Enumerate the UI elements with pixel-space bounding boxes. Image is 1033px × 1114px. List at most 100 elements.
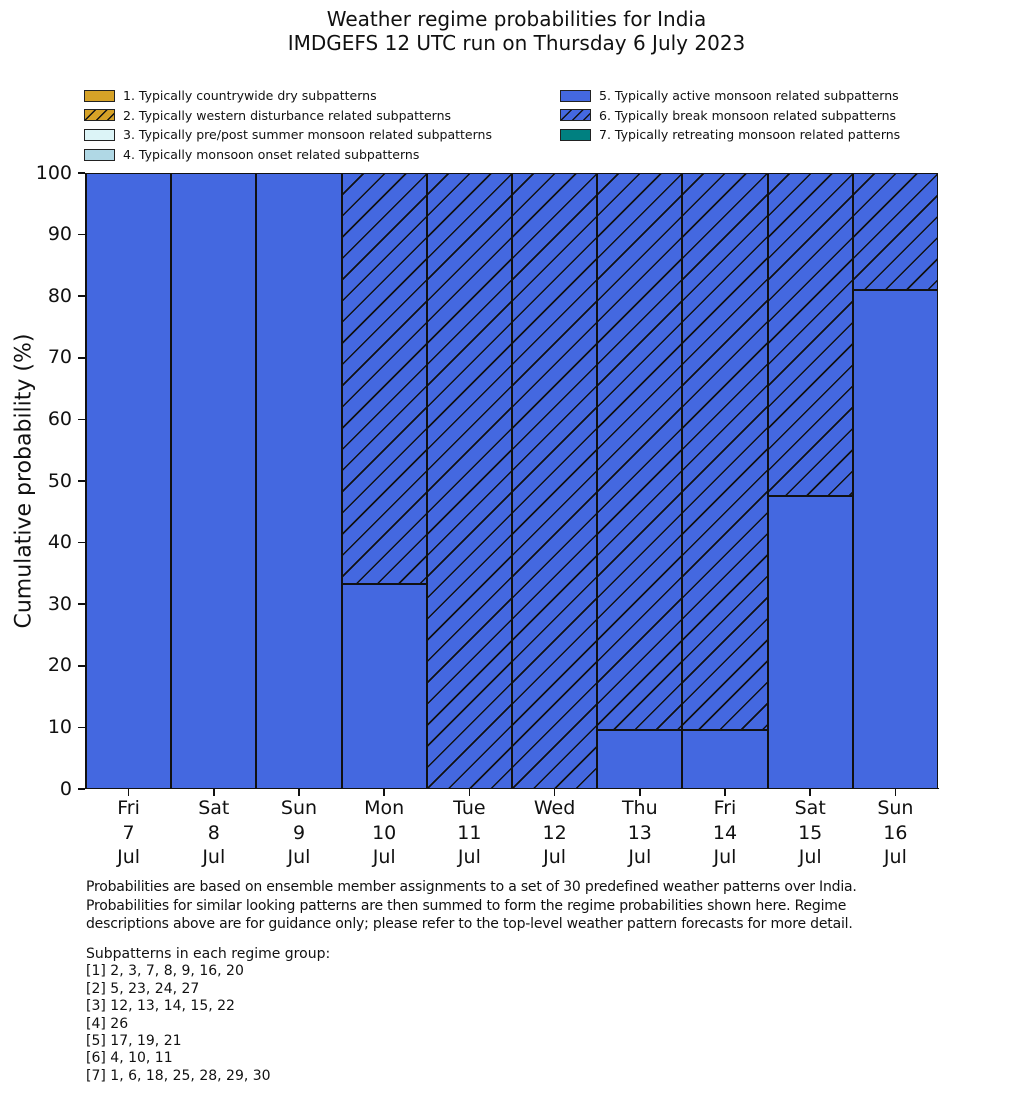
x-tick-day: Tue (453, 797, 486, 819)
footer-paragraph-line-2: Probabilities for similar looking patter… (86, 897, 847, 914)
x-tick-date: 16 (883, 821, 908, 844)
x-tick-month: Jul (628, 846, 652, 868)
bar-segment-break-monsoon (341, 173, 427, 584)
subpatterns-list: Subpatterns in each regime group: [1] 2, … (86, 946, 330, 1085)
legend-label-3: 3. Typically pre/post summer monsoon rel… (123, 127, 492, 143)
x-tick-month: Jul (202, 846, 226, 868)
x-tick-day: Mon (364, 797, 405, 819)
y-tick-label-0: 0 (59, 777, 72, 800)
y-tick-mark-70 (78, 356, 85, 359)
bar-segment-break-monsoon (512, 173, 598, 789)
y-tick-label-90: 90 (47, 223, 72, 246)
y-tick-mark-20 (78, 664, 85, 667)
y-tick-label-10: 10 (47, 715, 72, 738)
x-tick-date: 13 (627, 821, 652, 844)
x-tick-day: Sat (198, 797, 230, 819)
legend-swatch-3-icon (84, 128, 115, 141)
y-tick-mark-30 (78, 603, 85, 606)
bar-segment-active-monsoon (682, 730, 768, 789)
subpatterns-group-6: [6] 4, 10, 11 (86, 1050, 173, 1067)
legend-item-3: 3. Typically pre/post summer monsoon rel… (84, 125, 492, 145)
bar-segment-active-monsoon (767, 495, 853, 789)
bar-fri-7 (86, 173, 172, 789)
y-tick-mark-10 (78, 726, 85, 729)
legend-item-6: 6. Typically break monsoon related subpa… (560, 106, 900, 126)
x-tick-mark-11 (468, 789, 471, 796)
y-tick-mark-0 (78, 788, 85, 790)
legend-label-2: 2. Typically western disturbance related… (123, 107, 452, 123)
x-tick-day: Sun (877, 797, 914, 819)
subpatterns-group-5: [5] 17, 19, 21 (86, 1033, 182, 1050)
y-tick-label-100: 100 (35, 161, 72, 184)
x-tick-month: Jul (117, 846, 141, 868)
bar-segment-break-monsoon (852, 173, 938, 291)
x-tick-label-wed-12: Wed 12 Jul (512, 796, 598, 870)
x-tick-month: Jul (287, 846, 311, 868)
y-tick-mark-90 (78, 233, 85, 236)
x-tick-label-fri-14: Fri 14 Jul (682, 796, 768, 870)
legend-column-right: 5. Typically active monsoon related subp… (560, 86, 900, 145)
bar-fri-14 (682, 173, 768, 789)
chart-title-line1: Weather regime probabilities for India (326, 7, 707, 31)
x-tick-label-sun-16: Sun 16 Jul (852, 796, 938, 870)
x-tick-date: 11 (457, 821, 482, 844)
bar-sun-9 (256, 173, 342, 789)
subpatterns-group-2: [2] 5, 23, 24, 27 (86, 980, 200, 997)
x-tick-day: Sun (280, 797, 318, 819)
y-tick-mark-100 (78, 172, 85, 174)
x-tick-mark-8 (212, 789, 215, 796)
x-tick-month: Jul (798, 846, 822, 868)
bar-sat-15 (767, 173, 853, 789)
x-tick-label-fri-7: Fri 7 Jul (86, 796, 172, 870)
x-tick-mark-16 (894, 789, 897, 796)
x-tick-label-thu-13: Thu 13 Jul (597, 796, 683, 870)
x-tick-mark-12 (553, 789, 556, 796)
legend-label-7: 7. Typically retreating monsoon related … (599, 127, 901, 143)
legend-swatch-4-icon (84, 148, 115, 161)
x-tick-day: Fri (117, 797, 140, 819)
chart-title: Weather regime probabilities for India I… (0, 7, 1033, 55)
x-tick-mark-15 (809, 789, 812, 796)
bar-sun-16 (852, 173, 938, 789)
footer-paragraph-line-1: Probabilities are based on ensemble memb… (86, 879, 857, 895)
x-tick-month: Jul (372, 846, 396, 868)
x-tick-mark-9 (298, 789, 300, 796)
y-axis-spine (84, 173, 87, 789)
bar-segment-active-monsoon (852, 290, 938, 789)
bar-tue-11 (426, 173, 512, 789)
bar-segment-active-monsoon (341, 583, 427, 789)
bar-segment-active-monsoon (86, 173, 172, 789)
y-tick-label-30: 30 (47, 592, 72, 615)
x-tick-month: Jul (883, 846, 907, 868)
y-tick-label-60: 60 (47, 407, 72, 430)
bar-sat-8 (171, 173, 257, 789)
y-tick-label-70: 70 (47, 346, 72, 369)
legend-column-left: 1. Typically countrywide dry subpatterns… (84, 86, 492, 164)
footer-paragraph-line-3: descriptions above are for guidance only… (86, 916, 853, 932)
legend-label-4: 4. Typically monsoon onset related subpa… (123, 147, 420, 163)
bar-segment-break-monsoon (597, 173, 683, 731)
x-tick-label-sat-8: Sat 8 Jul (171, 796, 257, 870)
x-axis-spine (84, 787, 939, 790)
legend-label-1: 1. Typically countrywide dry subpatterns (123, 88, 377, 104)
bar-wed-12 (512, 173, 598, 789)
x-tick-date: 10 (372, 821, 397, 844)
bar-segment-active-monsoon (171, 173, 257, 789)
bar-thu-13 (597, 173, 683, 789)
x-tick-date: 12 (542, 821, 567, 844)
x-tick-label-sun-9: Sun 9 Jul (256, 796, 342, 870)
footer-paragraph: Probabilities are based on ensemble memb… (86, 878, 857, 934)
x-tick-date: 8 (207, 821, 220, 844)
bar-segment-break-monsoon (682, 173, 768, 731)
y-tick-label-80: 80 (47, 284, 72, 307)
x-tick-month: Jul (713, 846, 737, 868)
x-tick-label-sat-15: Sat 15 Jul (767, 796, 853, 870)
x-tick-date: 15 (798, 821, 823, 844)
x-tick-mark-14 (724, 789, 726, 796)
legend-item-2: 2. Typically western disturbance related… (84, 106, 492, 126)
legend-swatch-2-hatched-icon (84, 109, 115, 122)
x-tick-day: Sat (794, 797, 826, 819)
x-tick-label-mon-10: Mon 10 Jul (341, 796, 427, 870)
legend-item-4: 4. Typically monsoon onset related subpa… (84, 145, 492, 165)
